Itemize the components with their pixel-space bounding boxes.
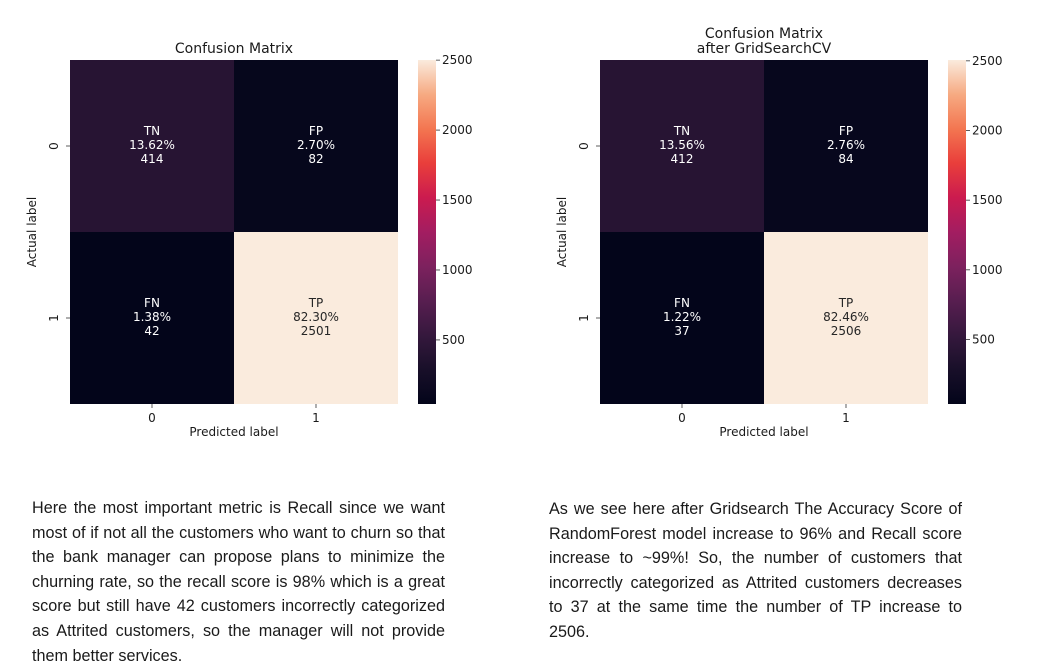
y-tick-label: 0: [47, 142, 61, 150]
heatmap-cell-tn: [600, 60, 764, 232]
cell-percent: 2.70%: [297, 138, 335, 152]
colorbar-tick-label: 2000: [442, 123, 473, 137]
cell-label: TN: [673, 124, 690, 138]
colorbar-tick-label: 1500: [442, 193, 473, 207]
colorbar-tick-label: 500: [972, 332, 995, 346]
colorbar-tick-label: 500: [442, 333, 465, 347]
right-explanation-text: As we see here after Gridsearch The Accu…: [549, 500, 962, 641]
cell-label: TP: [308, 296, 324, 310]
chart-title: Confusion Matrix: [175, 41, 293, 57]
y-tick-label: 1: [577, 314, 591, 322]
cell-percent: 1.22%: [663, 310, 701, 324]
x-tick-label: 0: [148, 411, 156, 425]
cell-percent: 2.76%: [827, 138, 865, 152]
x-axis-label: Predicted label: [719, 425, 808, 439]
colorbar-tick-label: 2500: [442, 53, 473, 67]
cell-percent: 1.38%: [133, 310, 171, 324]
heatmap-cell-fn: [70, 232, 234, 404]
heatmap-cell-fp: [764, 60, 928, 232]
cell-percent: 13.62%: [129, 138, 175, 152]
heatmap-cell-tn: [70, 60, 234, 232]
colorbar: [418, 60, 436, 404]
x-axis-label: Predicted label: [189, 425, 278, 439]
cell-count: 412: [671, 152, 694, 166]
y-tick-label: 0: [577, 142, 591, 150]
cell-label: FP: [309, 124, 323, 138]
x-tick-label: 0: [678, 411, 686, 425]
cell-label: TP: [838, 296, 854, 310]
cell-count: 42: [144, 324, 159, 338]
y-tick-label: 1: [47, 314, 61, 322]
chart-title: Confusion Matrix: [705, 26, 823, 42]
heatmap-cell-fp: [234, 60, 398, 232]
chart-title: after GridSearchCV: [697, 41, 832, 57]
x-tick-label: 1: [312, 411, 320, 425]
colorbar-tick-label: 1500: [972, 193, 1003, 207]
colorbar-tick-label: 1000: [442, 263, 473, 277]
cell-count: 82: [308, 152, 323, 166]
y-axis-label: Actual label: [25, 197, 39, 267]
cell-count: 2506: [831, 324, 862, 338]
colorbar-tick-label: 2500: [972, 54, 1003, 68]
cell-percent: 13.56%: [659, 138, 705, 152]
cell-percent: 82.46%: [823, 310, 869, 324]
confusion-matrix-chart: Confusion Matrix TN 13.62% 414 FP 2.70% 82 FN 1.…: [0, 0, 520, 460]
colorbar-tick-label: 1000: [972, 263, 1003, 277]
heatmap-cell-fn: [600, 232, 764, 404]
cell-count: 84: [838, 152, 853, 166]
heatmap-cell-tp: [234, 232, 398, 404]
cell-count: 2501: [301, 324, 332, 338]
cell-label: FN: [674, 296, 690, 310]
left-explanation-text: Here the most important metric is Recall…: [32, 499, 445, 665]
cell-label: TN: [143, 124, 160, 138]
cell-label: FN: [144, 296, 160, 310]
colorbar-tick-label: 2000: [972, 123, 1003, 137]
heatmap-cell-tp: [764, 232, 928, 404]
cell-label: FP: [839, 124, 853, 138]
cell-count: 37: [674, 324, 689, 338]
colorbar: [948, 60, 966, 404]
y-axis-label: Actual label: [555, 197, 569, 267]
confusion-matrix-gridsearch-chart: Confusion Matrix after GridSearchCV TN 13.5…: [530, 0, 1050, 460]
cell-count: 414: [141, 152, 164, 166]
x-tick-label: 1: [842, 411, 850, 425]
cell-percent: 82.30%: [293, 310, 339, 324]
